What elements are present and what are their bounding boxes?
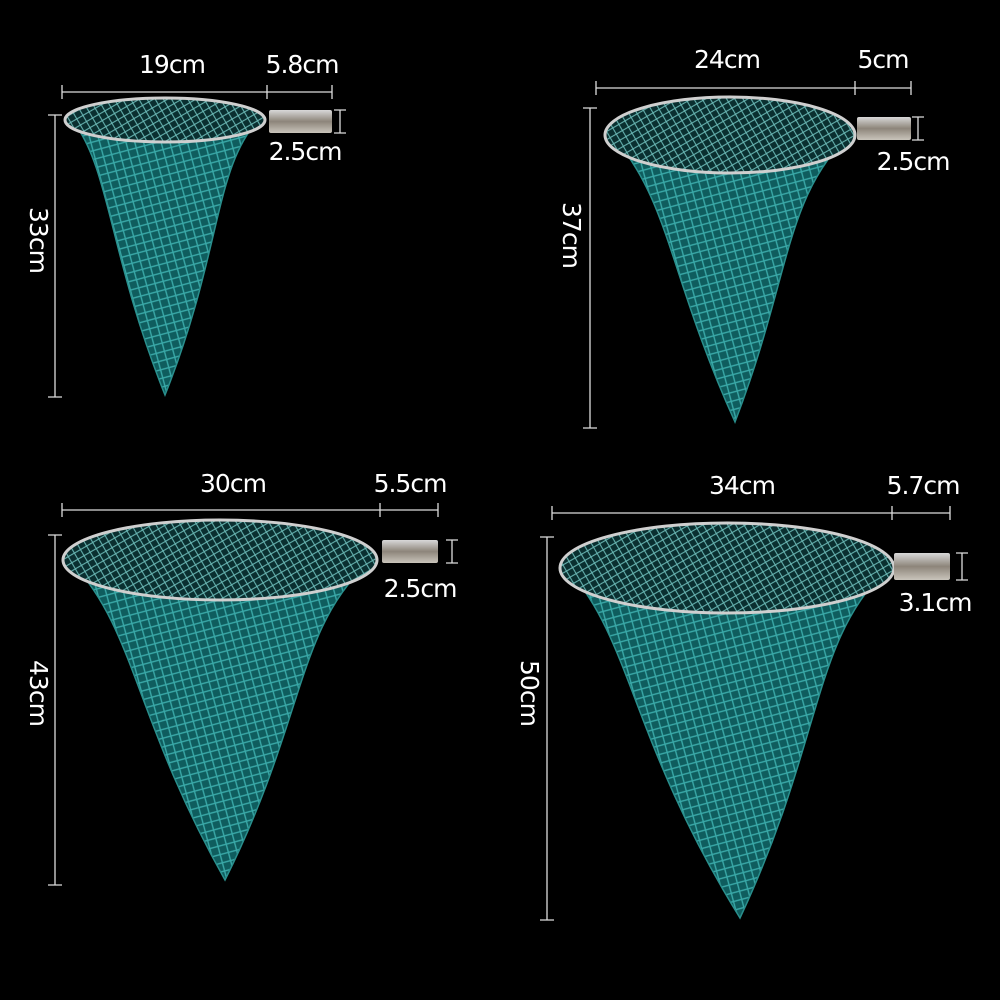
width-dimension bbox=[595, 81, 912, 95]
width-dimension bbox=[61, 503, 439, 517]
net: 34cm 5.7cm 3.1cm 50cm bbox=[515, 471, 972, 921]
handle-socket bbox=[894, 553, 950, 580]
handle-socket bbox=[382, 540, 438, 563]
width-dimension bbox=[61, 85, 333, 99]
net-opening bbox=[558, 521, 896, 615]
width-label: 34cm bbox=[709, 471, 775, 500]
handle-length-label: 5.5cm bbox=[374, 469, 447, 498]
net-opening bbox=[603, 95, 857, 175]
height-label: 50cm bbox=[515, 660, 544, 726]
handle-length-label: 5.7cm bbox=[887, 471, 960, 500]
net: 30cm 5.5cm 2.5cm 43cm bbox=[24, 469, 458, 886]
height-label: 37cm bbox=[557, 202, 586, 268]
diameter-dimension bbox=[334, 109, 346, 134]
net-body bbox=[71, 563, 369, 882]
net-body bbox=[568, 571, 886, 920]
height-label: 33cm bbox=[24, 207, 53, 273]
width-label: 19cm bbox=[139, 50, 205, 79]
height-dimension bbox=[540, 536, 554, 921]
handle-length-label: 5cm bbox=[857, 45, 908, 74]
diameter-dimension bbox=[956, 552, 968, 581]
handle-socket bbox=[857, 117, 911, 140]
net-opening bbox=[61, 518, 379, 602]
handle-diameter-label: 2.5cm bbox=[384, 574, 457, 603]
width-label: 24cm bbox=[694, 45, 760, 74]
net: 24cm 5cm 2.5cm 37cm bbox=[557, 45, 950, 429]
diameter-dimension bbox=[446, 539, 458, 564]
diameter-dimension bbox=[912, 116, 924, 141]
height-dimension bbox=[583, 107, 597, 429]
net-body bbox=[613, 138, 847, 424]
handle-length-label: 5.8cm bbox=[266, 50, 339, 79]
width-label: 30cm bbox=[200, 469, 266, 498]
handle-socket bbox=[269, 110, 332, 133]
handle-diameter-label: 3.1cm bbox=[899, 588, 972, 617]
height-dimension bbox=[48, 114, 62, 398]
height-dimension bbox=[48, 534, 62, 886]
net-body bbox=[73, 123, 257, 398]
net: 19cm 5.8cm 2.5cm 33cm bbox=[24, 50, 346, 398]
handle-diameter-label: 2.5cm bbox=[877, 147, 950, 176]
net-opening bbox=[63, 96, 267, 144]
width-dimension bbox=[551, 506, 951, 520]
height-label: 43cm bbox=[24, 660, 53, 726]
handle-diameter-label: 2.5cm bbox=[269, 137, 342, 166]
